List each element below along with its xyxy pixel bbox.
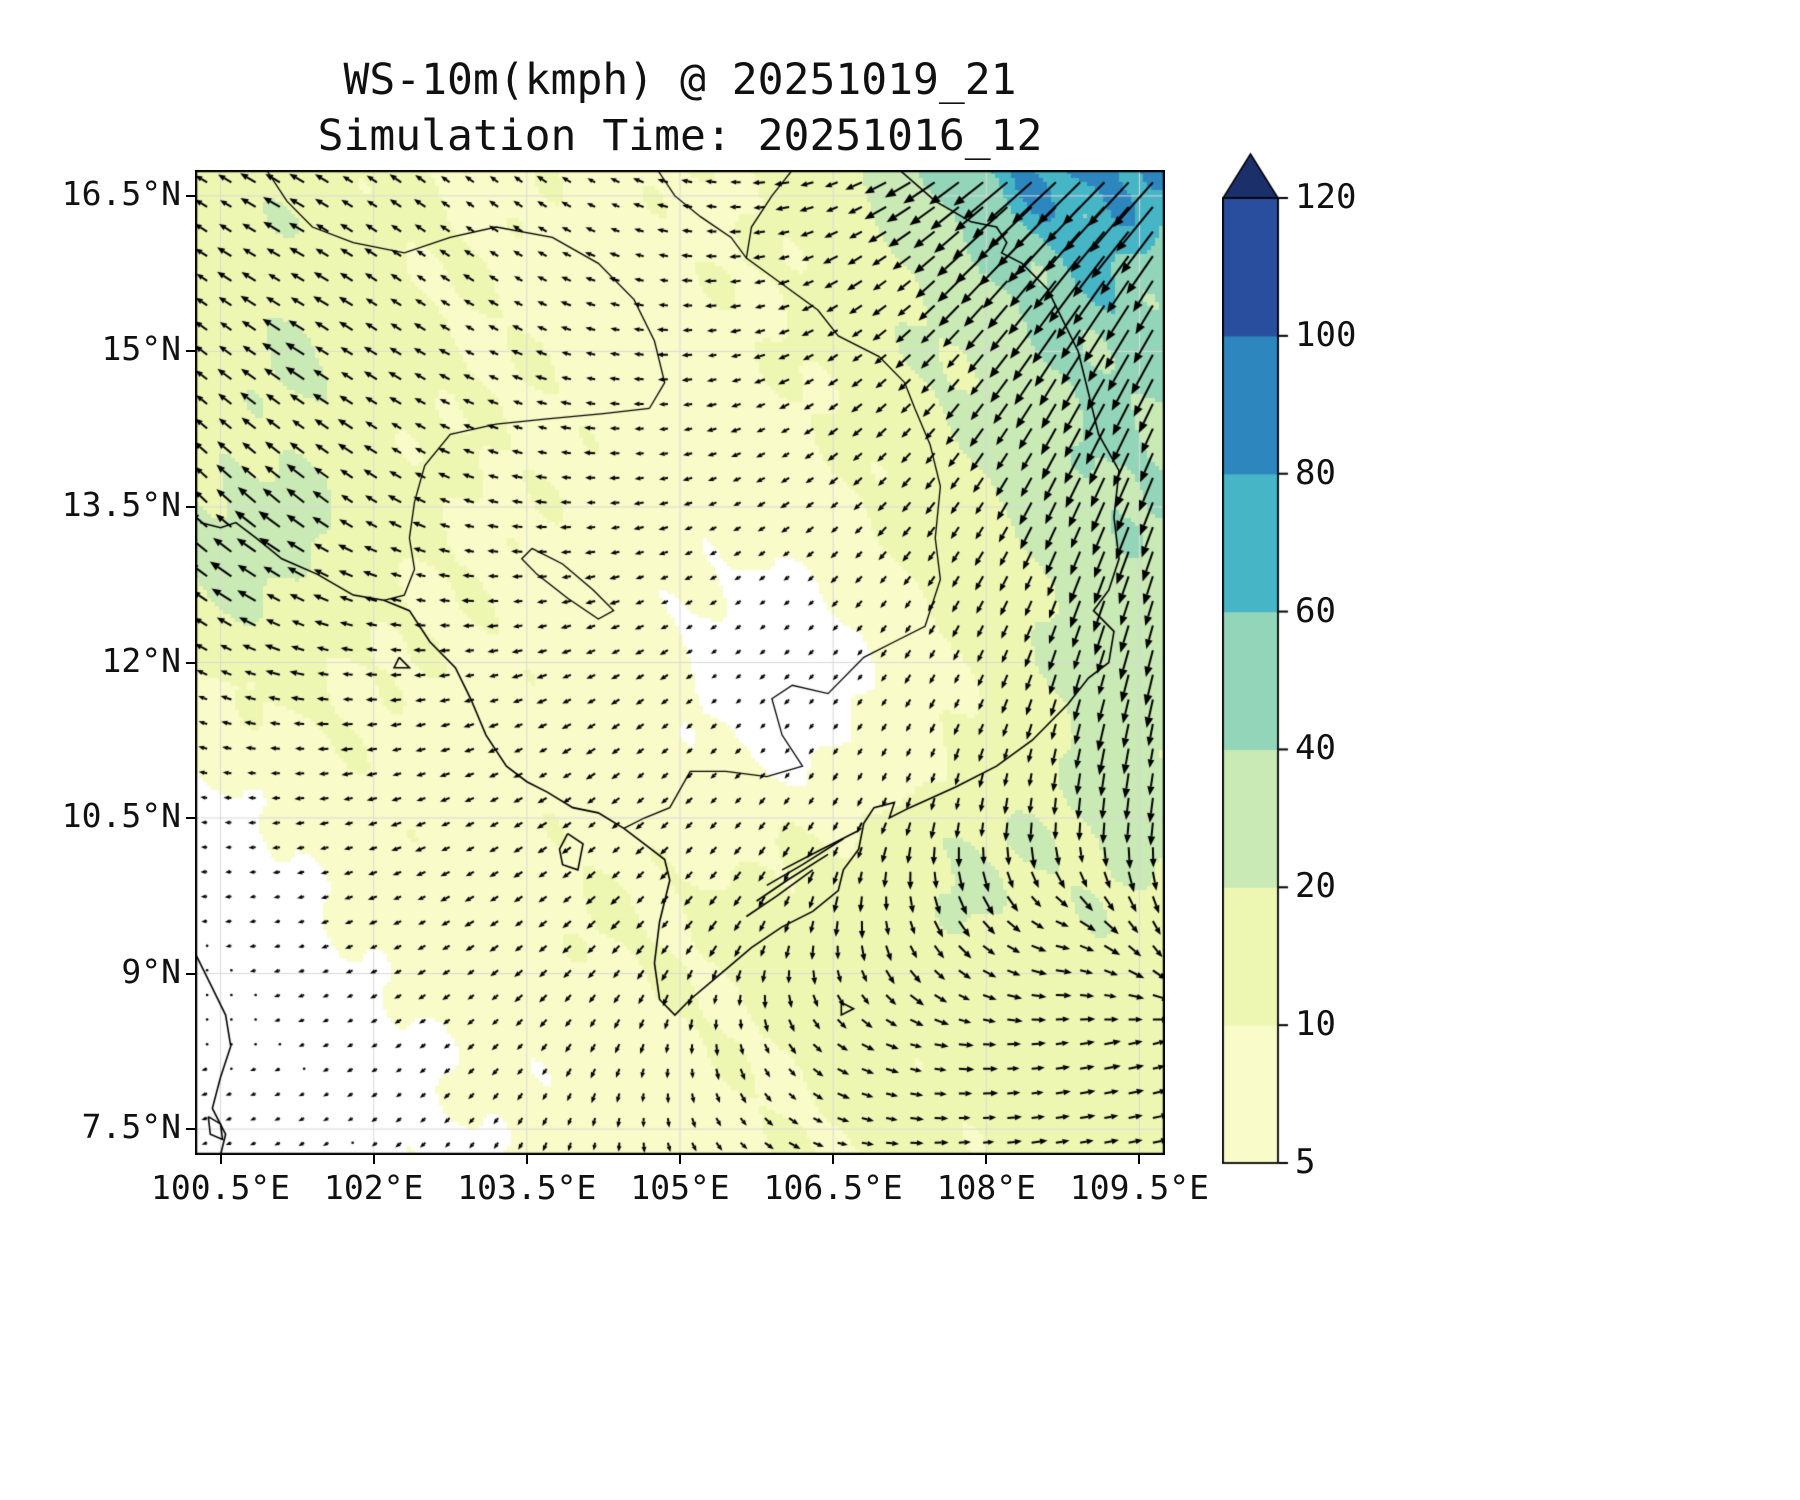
x-tick-label: 109.5°E — [1069, 1168, 1209, 1207]
x-tick-label: 108°E — [936, 1168, 1036, 1207]
colorbar-tick-label: 100 — [1295, 314, 1357, 355]
y-axis-tick — [186, 972, 195, 975]
colorbar-tick-label: 40 — [1295, 728, 1336, 769]
x-tick-label: 102°E — [324, 1168, 424, 1207]
title-block: WS-10m(kmph) @ 20251019_21 Simulation Ti… — [125, 52, 1235, 164]
x-tick-label: 105°E — [630, 1168, 730, 1207]
y-tick-label: 9°N — [121, 951, 181, 991]
wind-map-canvas — [195, 170, 1165, 1155]
y-axis-tick — [186, 817, 195, 820]
colorbar-tick-label: 60 — [1295, 590, 1336, 631]
x-tick-label: 100.5°E — [150, 1168, 291, 1207]
y-tick-label: 16.5°N — [61, 173, 181, 213]
y-axis-tick — [186, 505, 195, 508]
y-tick-label: 12°N — [101, 640, 181, 680]
x-axis-tick — [219, 1155, 222, 1164]
y-axis-tick — [186, 1128, 195, 1131]
y-tick-label: 10.5°N — [61, 796, 181, 836]
x-tick-label: 106.5°E — [763, 1168, 903, 1207]
y-axis-tick — [186, 350, 195, 353]
chart-subtitle: Simulation Time: 20251016_12 — [317, 111, 1043, 161]
colorbar-tick-label: 20 — [1295, 866, 1336, 907]
y-axis-tick — [186, 661, 195, 664]
colorbar-tick-label: 80 — [1295, 452, 1336, 493]
x-axis-tick — [372, 1155, 375, 1164]
x-axis-tick — [525, 1155, 528, 1164]
y-tick-label: 15°N — [101, 329, 181, 369]
colorbar — [1222, 152, 1302, 1182]
y-tick-label: 13.5°N — [61, 484, 181, 524]
x-axis-tick — [679, 1155, 681, 1164]
x-tick-label: 103.5°E — [457, 1168, 597, 1207]
y-tick-label: 7.5°N — [81, 1107, 181, 1147]
colorbar-tick-label: 5 — [1295, 1142, 1316, 1182]
x-axis-tick — [985, 1155, 988, 1164]
x-axis-tick — [832, 1155, 835, 1164]
colorbar-tick-label: 120 — [1295, 177, 1357, 217]
x-axis-tick — [1138, 1155, 1141, 1164]
colorbar-tick-label: 10 — [1295, 1004, 1336, 1045]
y-axis-tick — [186, 194, 195, 197]
chart-title: WS-10m(kmph) @ 20251019_21 — [343, 55, 1017, 105]
